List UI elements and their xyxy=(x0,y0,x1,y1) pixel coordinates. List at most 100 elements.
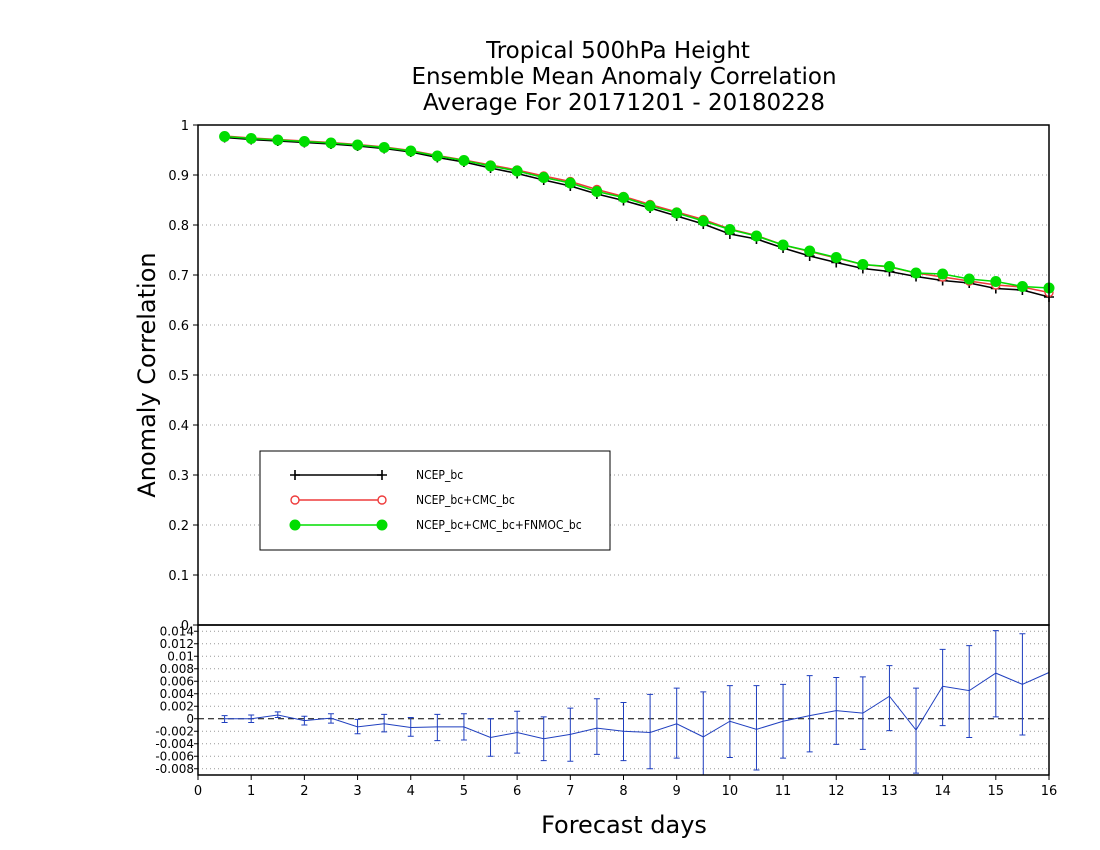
error-bar xyxy=(700,691,707,776)
data-point xyxy=(511,165,523,177)
main-y-tick-label: 0.5 xyxy=(168,369,189,384)
x-tick-label: 3 xyxy=(353,784,361,799)
difference-y-tick-label: 0.01 xyxy=(167,649,194,663)
series-line xyxy=(224,135,1050,294)
difference-y-tick-label: 0.006 xyxy=(160,674,194,688)
error-bar xyxy=(381,713,388,733)
legend-entry: NCEP_bc+CMC_bc xyxy=(290,493,515,507)
main-y-tick-label: 0.6 xyxy=(168,319,189,334)
data-point xyxy=(298,136,310,147)
error-bar xyxy=(593,698,600,755)
data-point xyxy=(485,160,497,172)
x-tick-label: 11 xyxy=(775,784,792,799)
legend-entry: NCEP_bc xyxy=(290,468,463,482)
series-NCEP_bc+CMC_bc xyxy=(219,131,1054,298)
error-bar xyxy=(939,648,946,727)
x-tick-label: 8 xyxy=(619,784,627,799)
x-tick-label: 15 xyxy=(988,784,1005,799)
x-tick-label: 4 xyxy=(407,784,415,799)
main-y-tick-label: 0.2 xyxy=(168,519,189,534)
y-axis-label: Anomaly Correlation xyxy=(133,252,161,497)
data-point xyxy=(431,150,443,162)
legend-marker xyxy=(377,470,387,480)
chart-title-line-2: Ensemble Mean Anomaly Correlation xyxy=(411,64,836,90)
error-bar xyxy=(753,685,760,771)
series-line xyxy=(224,135,1050,289)
main-y-ticks: 0 0.1 0.2 0.3 0.4 0.5 0.6 0.7 0.8 0.9 1 xyxy=(168,119,198,634)
data-point xyxy=(245,133,257,144)
x-tick-label: 16 xyxy=(1041,784,1058,799)
difference-y-tick-label: 0 xyxy=(186,712,194,726)
error-bar xyxy=(966,645,973,738)
x-tick-label: 5 xyxy=(460,784,468,799)
difference-line xyxy=(224,672,1050,740)
x-tick-label: 10 xyxy=(722,784,739,799)
x-tick-label: 6 xyxy=(513,784,521,799)
data-point xyxy=(830,252,842,263)
data-point xyxy=(538,172,550,183)
data-point xyxy=(724,224,736,235)
legend-marker xyxy=(290,495,300,505)
series-NCEP_bc+CMC_bc+FNMOC_bc xyxy=(219,131,1055,294)
x-tick-label: 9 xyxy=(673,784,681,799)
chart-title-line-3: Average For 20171201 - 20180228 xyxy=(423,90,825,116)
difference-y-tick-label: 0.002 xyxy=(160,699,194,713)
x-tick-label: 1 xyxy=(247,784,255,799)
series-NCEP_bc xyxy=(219,132,1054,302)
data-point xyxy=(1016,281,1028,292)
data-point xyxy=(405,145,417,157)
main-y-tick-label: 0.7 xyxy=(168,269,189,284)
x-tick-label: 13 xyxy=(881,784,898,799)
error-bar xyxy=(886,665,893,732)
data-point xyxy=(697,215,709,227)
data-point xyxy=(750,230,762,242)
data-point xyxy=(963,273,975,285)
main-y-tick-label: 0.3 xyxy=(168,469,189,484)
legend: NCEP_bc NCEP_bc+CMC_bc NCEP_bc+CMC_bc+FNMO… xyxy=(259,450,611,551)
data-point xyxy=(990,276,1002,287)
data-point xyxy=(804,245,816,257)
legend-marker xyxy=(376,519,388,531)
error-bar xyxy=(992,630,999,718)
difference-y-tick-label: -0.002 xyxy=(155,724,194,738)
x-tick-label: 14 xyxy=(934,784,951,799)
error-bar xyxy=(806,675,813,753)
difference-series xyxy=(221,630,1050,776)
error-bar xyxy=(647,693,654,770)
x-axis-ticks: 0 1 2 3 4 5 6 7 8 9 10 11 12 13 14 15 16 xyxy=(194,775,1057,799)
main-y-tick-label: 1 xyxy=(181,119,189,134)
difference-y-tick-label: -0.008 xyxy=(155,762,194,776)
x-axis-label: Forecast days xyxy=(541,811,707,839)
data-point xyxy=(937,268,949,280)
legend-label: NCEP_bc xyxy=(416,468,463,482)
x-tick-label: 7 xyxy=(566,784,574,799)
difference-series-layer xyxy=(221,630,1050,776)
legend-marker xyxy=(290,470,300,480)
x-tick-label: 2 xyxy=(300,784,308,799)
data-point xyxy=(272,134,284,146)
data-point xyxy=(219,131,231,142)
data-point xyxy=(857,259,869,270)
data-point xyxy=(325,137,337,149)
x-tick-label: 12 xyxy=(828,784,845,799)
error-bar xyxy=(407,717,414,737)
main-series-layer xyxy=(219,131,1055,302)
data-point xyxy=(777,239,789,251)
data-point xyxy=(378,142,390,153)
x-tick-label: 0 xyxy=(194,784,202,799)
legend-entry: NCEP_bc+CMC_bc+FNMOC_bc xyxy=(289,518,582,532)
data-point xyxy=(352,139,364,151)
error-bar xyxy=(673,687,680,759)
data-point xyxy=(671,207,683,219)
main-y-tick-label: 0.8 xyxy=(168,219,189,234)
data-point xyxy=(910,267,922,279)
data-point xyxy=(591,186,603,197)
main-y-tick-label: 0.4 xyxy=(168,419,189,434)
legend-label: NCEP_bc+CMC_bc+FNMOC_bc xyxy=(416,518,582,532)
legend-label: NCEP_bc+CMC_bc xyxy=(416,493,515,507)
main-y-tick-label: 0 xyxy=(181,619,189,634)
data-point xyxy=(564,177,576,189)
difference-y-tick-label: 0.014 xyxy=(160,624,194,638)
legend-marker xyxy=(377,495,387,505)
